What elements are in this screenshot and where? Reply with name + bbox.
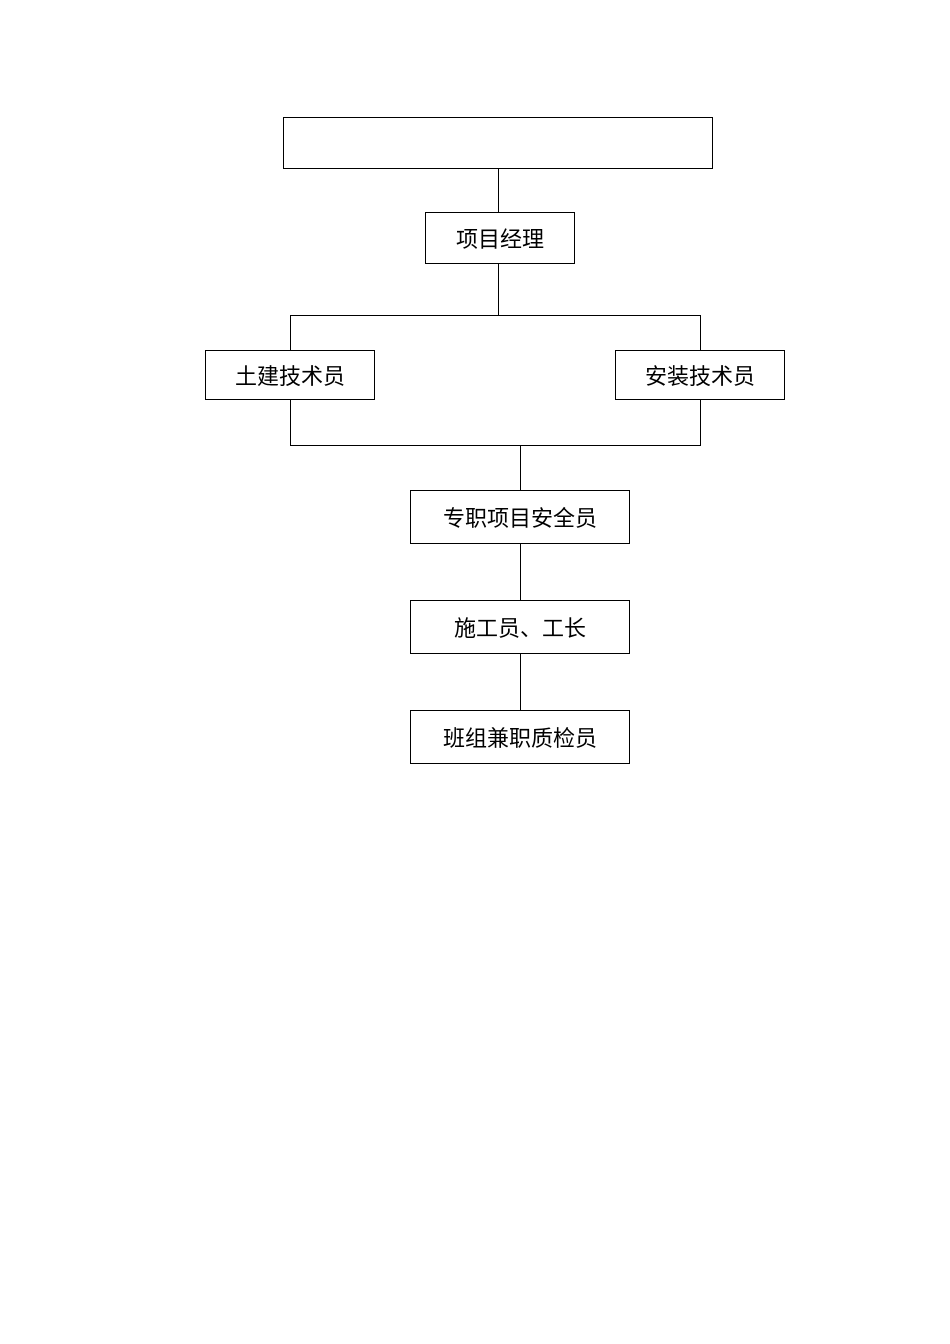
edge-join-horizontal xyxy=(290,445,701,446)
org-node-install-technician: 安装技术员 xyxy=(615,350,785,400)
node-label: 安装技术员 xyxy=(645,359,755,391)
org-node-foreman: 施工员、工长 xyxy=(410,600,630,654)
edge-safety-to-foreman xyxy=(520,544,521,600)
org-node-project-manager: 项目经理 xyxy=(425,212,575,264)
node-label: 专职项目安全员 xyxy=(443,501,597,533)
node-label: 班组兼职质检员 xyxy=(443,721,597,753)
edge-install-to-join xyxy=(700,400,701,445)
node-label: 施工员、工长 xyxy=(454,611,586,643)
org-node-top xyxy=(283,117,713,169)
org-node-inspector: 班组兼职质检员 xyxy=(410,710,630,764)
edge-foreman-to-inspector xyxy=(520,654,521,710)
node-label: 项目经理 xyxy=(456,222,544,254)
org-node-safety-officer: 专职项目安全员 xyxy=(410,490,630,544)
edge-join-to-safety xyxy=(520,445,521,490)
org-node-civil-technician: 土建技术员 xyxy=(205,350,375,400)
edge-split-horizontal xyxy=(290,315,701,316)
edge-split-to-install xyxy=(700,315,701,350)
node-label: 土建技术员 xyxy=(235,359,345,391)
edge-top-to-pm xyxy=(498,169,499,212)
edge-pm-to-split xyxy=(498,264,499,315)
edge-civil-to-join xyxy=(290,400,291,445)
edge-split-to-civil xyxy=(290,315,291,350)
